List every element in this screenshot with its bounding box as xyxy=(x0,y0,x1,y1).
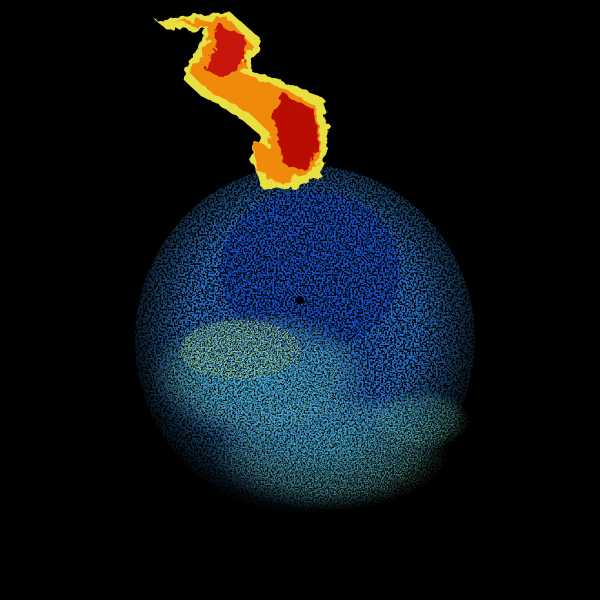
storm-cell xyxy=(155,12,328,190)
cyan-echo xyxy=(150,310,470,510)
radar-site xyxy=(296,296,304,304)
